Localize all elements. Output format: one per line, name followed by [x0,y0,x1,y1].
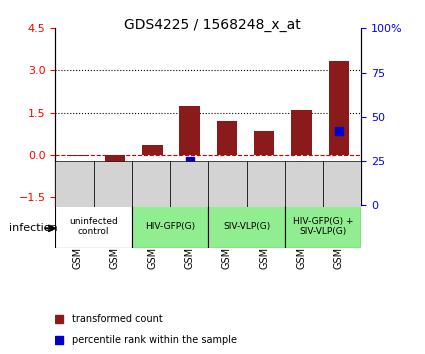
FancyBboxPatch shape [94,161,132,207]
Text: HIV-GFP(G) +
SIV-VLP(G): HIV-GFP(G) + SIV-VLP(G) [293,217,353,236]
FancyBboxPatch shape [208,161,246,207]
Bar [291,110,312,155]
Text: infection: infection [8,223,57,233]
Text: SIV-VLP(G): SIV-VLP(G) [223,222,270,231]
Bar [217,121,237,155]
Text: percentile rank within the sample: percentile rank within the sample [72,335,237,345]
Text: GDS4225 / 1568248_x_at: GDS4225 / 1568248_x_at [124,18,301,32]
FancyBboxPatch shape [55,161,94,207]
FancyBboxPatch shape [323,161,361,207]
FancyBboxPatch shape [285,205,361,248]
FancyBboxPatch shape [132,205,208,248]
Text: HIV-GFP(G): HIV-GFP(G) [145,222,195,231]
FancyBboxPatch shape [246,161,285,207]
FancyBboxPatch shape [55,205,132,248]
Text: transformed count: transformed count [72,314,163,324]
Bar [68,155,88,156]
Bar [329,61,349,155]
FancyBboxPatch shape [132,161,170,207]
Bar [105,155,125,170]
Bar [179,105,200,155]
Text: uninfected
control: uninfected control [69,217,118,236]
FancyBboxPatch shape [285,161,323,207]
Bar [254,131,275,155]
FancyBboxPatch shape [170,161,208,207]
Bar [142,145,162,155]
FancyBboxPatch shape [208,205,285,248]
